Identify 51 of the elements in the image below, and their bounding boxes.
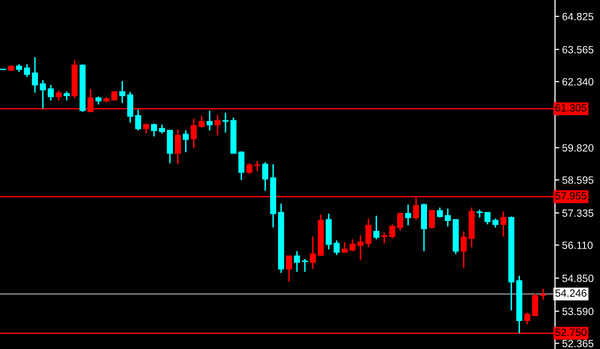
candlestick — [350, 238, 356, 252]
candlestick — [532, 292, 538, 316]
candlestick — [484, 212, 491, 226]
candlestick — [40, 79, 46, 110]
candlestick — [397, 212, 404, 232]
y-tick-label: 56.110 — [562, 242, 593, 249]
candlestick — [166, 130, 173, 164]
candlestick — [286, 255, 292, 283]
y-tick-label: 52.365 — [562, 340, 594, 348]
candlestick — [222, 112, 229, 134]
ref-line-label: 52.750 — [555, 328, 586, 336]
candlestick — [365, 218, 372, 248]
candlestick — [302, 258, 308, 273]
y-tick-label: 57.335 — [562, 209, 594, 217]
y-tick-label: 59.820 — [562, 144, 594, 152]
candlestick — [342, 242, 348, 254]
candlestick — [373, 215, 380, 240]
y-tick-label: 53.590 — [562, 308, 594, 316]
y-tick-label: 58.595 — [562, 176, 594, 184]
candlestick — [357, 234, 364, 261]
candlestick — [262, 161, 268, 192]
y-tick-label: 54.850 — [562, 274, 594, 282]
candlestick — [238, 150, 244, 181]
ref-line-label: 61.305 — [556, 104, 586, 112]
y-tick-label: 64.825 — [562, 12, 594, 20]
candlestick — [174, 128, 181, 165]
y-tick-label: 62.340 — [562, 78, 594, 86]
candlestick — [48, 84, 54, 102]
y-tick-label: 63.565 — [562, 46, 594, 54]
candlestick — [436, 206, 443, 218]
candlestick — [32, 56, 38, 94]
candlestick — [540, 288, 546, 300]
candlestick — [56, 90, 62, 102]
ref-line-label: 54.246 — [555, 289, 586, 297]
candlestick — [500, 210, 506, 238]
candlestick — [24, 64, 30, 78]
candlestick — [151, 122, 158, 138]
candlestick — [214, 114, 221, 136]
candlestick — [294, 250, 300, 273]
candlestick — [334, 240, 340, 256]
candlestick — [135, 108, 142, 132]
candlestick — [310, 236, 316, 270]
candlestick — [460, 230, 467, 269]
candlestick — [428, 208, 435, 230]
candlestick — [420, 202, 428, 252]
candlestick — [182, 130, 189, 153]
ref-line-label: 57.955 — [555, 192, 586, 200]
candlestick — [143, 122, 150, 134]
candlestick — [524, 312, 530, 326]
candlestick — [206, 110, 213, 132]
candlestick — [405, 204, 412, 226]
